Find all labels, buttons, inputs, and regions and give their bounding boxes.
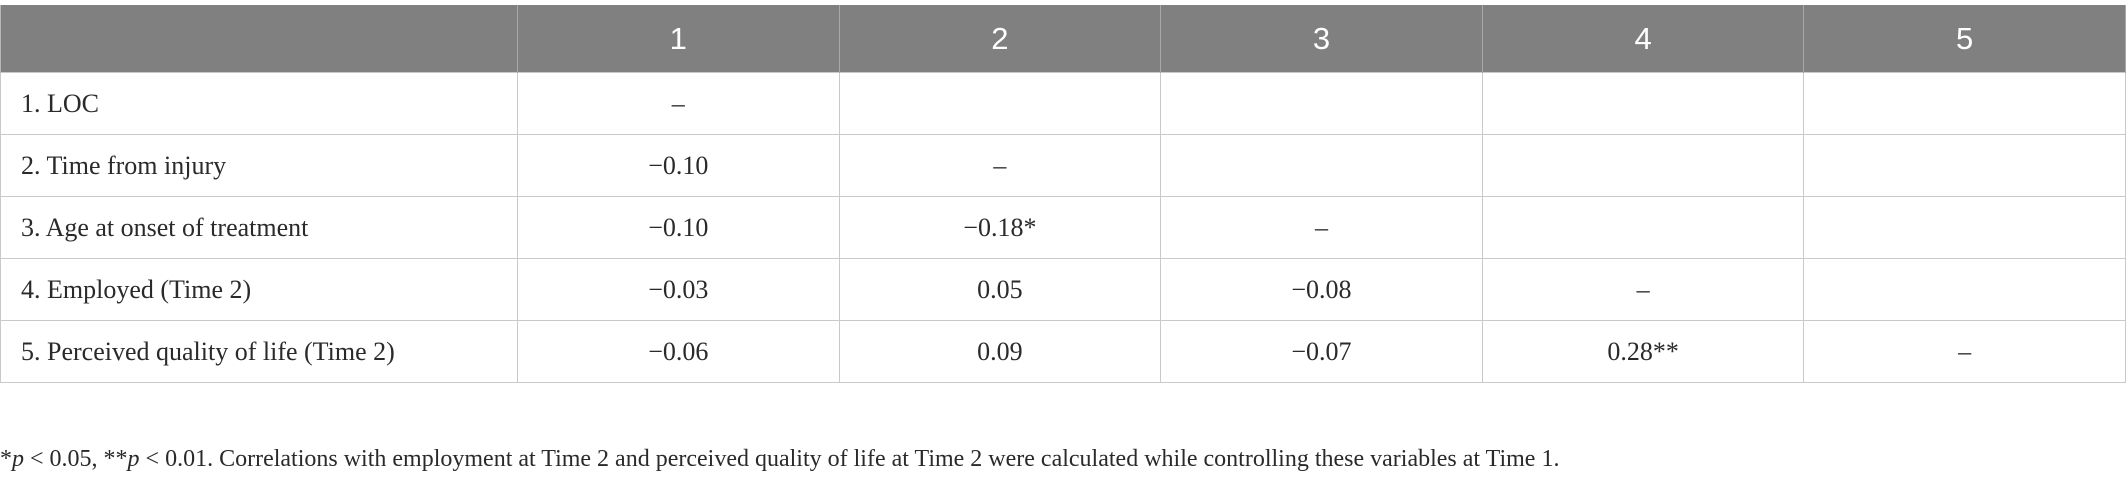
table-body: 1. LOC – 2. Time from injury −0.10 – 3. … — [0, 72, 2126, 383]
table-cell — [1803, 134, 2126, 197]
table-cell: −0.10 — [517, 134, 840, 197]
table-row: 3. Age at onset of treatment −0.10 −0.18… — [0, 196, 2126, 259]
header-cell-4: 4 — [1481, 5, 1805, 73]
table-cell — [1803, 258, 2126, 321]
header-cell-blank — [0, 5, 518, 73]
row-label: 3. Age at onset of treatment — [0, 196, 518, 259]
footnote-star: * — [0, 446, 12, 472]
table-row: 5. Perceived quality of life (Time 2) −0… — [0, 320, 2126, 383]
table-header: 1 2 3 4 5 — [0, 5, 2126, 73]
footnote-threshold-1: < 0.05, ** — [24, 446, 128, 472]
footnote-text: < 0.01. Correlations with employment at … — [139, 446, 1560, 472]
table-cell — [1803, 196, 2126, 259]
table-cell: 0.09 — [838, 320, 1162, 383]
table-cell: – — [838, 134, 1162, 197]
table-row: 2. Time from injury −0.10 – — [0, 134, 2126, 197]
table-footnote: *p < 0.05, **p < 0.01. Correlations with… — [0, 446, 1559, 473]
table-cell — [1803, 72, 2126, 135]
correlation-table-container: 1 2 3 4 5 1. LOC – 2. Time from injury −… — [0, 5, 2126, 383]
table-cell: −0.06 — [517, 320, 840, 383]
row-label: 2. Time from injury — [0, 134, 518, 197]
table-cell: – — [517, 72, 840, 135]
table-row: 1. LOC – — [0, 72, 2126, 135]
row-label: 1. LOC — [0, 72, 518, 135]
footnote-p-symbol: p — [12, 446, 24, 472]
header-cell-2: 2 — [838, 5, 1162, 73]
table-cell — [1160, 134, 1483, 197]
table-row: 4. Employed (Time 2) −0.03 0.05 −0.08 – — [0, 258, 2126, 321]
header-cell-3: 3 — [1160, 5, 1483, 73]
table-cell: – — [1481, 258, 1805, 321]
table-cell: – — [1160, 196, 1483, 259]
table-cell — [1481, 134, 1805, 197]
table-cell — [838, 72, 1162, 135]
table-cell: −0.07 — [1160, 320, 1483, 383]
table-cell — [1160, 72, 1483, 135]
header-cell-5: 5 — [1803, 5, 2126, 73]
table-cell: – — [1803, 320, 2126, 383]
table-cell: 0.28** — [1481, 320, 1805, 383]
footnote-p-symbol: p — [127, 446, 140, 472]
table-cell: 0.05 — [838, 258, 1162, 321]
table-cell: −0.03 — [517, 258, 840, 321]
row-label: 5. Perceived quality of life (Time 2) — [0, 320, 518, 383]
correlation-table: 1 2 3 4 5 1. LOC – 2. Time from injury −… — [0, 5, 2126, 383]
table-cell: −0.08 — [1160, 258, 1483, 321]
table-cell — [1481, 72, 1805, 135]
row-label: 4. Employed (Time 2) — [0, 258, 518, 321]
table-cell: −0.10 — [517, 196, 840, 259]
header-cell-1: 1 — [517, 5, 840, 73]
table-cell — [1481, 196, 1805, 259]
header-row: 1 2 3 4 5 — [0, 5, 2126, 73]
table-cell: −0.18* — [838, 196, 1162, 259]
